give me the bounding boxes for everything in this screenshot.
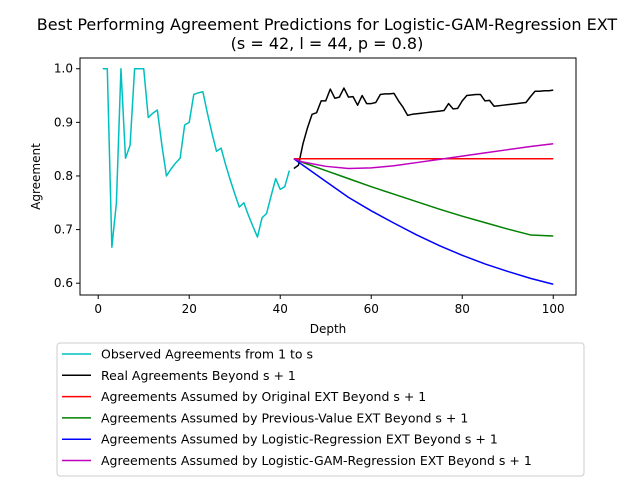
series-line-6 <box>293 143 554 170</box>
legend-entry-3: Agreements Assumed by Original EXT Beyon… <box>101 389 426 404</box>
series-line-2 <box>293 87 554 170</box>
legend-entry-4: Agreements Assumed by Previous-Value EXT… <box>101 410 468 425</box>
y-tick-label: 1.0 <box>54 62 73 76</box>
x-tick-label: 20 <box>182 302 197 316</box>
y-tick-label: 0.8 <box>54 169 73 183</box>
series-line-4 <box>293 158 554 237</box>
y-axis-label: Agreement <box>29 143 43 210</box>
chart-subtitle: (s = 42, l = 44, p = 0.8) <box>231 34 424 53</box>
legend-entry-2: Real Agreements Beyond s + 1 <box>101 368 296 383</box>
legend-entry-6: Agreements Assumed by Logistic-GAM-Regre… <box>101 453 532 468</box>
series-line-1 <box>102 67 291 249</box>
y-tick-label: 0.9 <box>54 115 73 129</box>
axis-ticks: 0 20 40 60 80 100 0.6 0.7 0.8 0.9 1.0 <box>54 62 565 316</box>
plot-frame <box>79 57 577 296</box>
chart-legend: Observed Agreements from 1 to s Real Agre… <box>56 342 585 477</box>
series-line-5 <box>293 158 554 286</box>
x-tick-label: 100 <box>542 302 565 316</box>
x-tick-label: 80 <box>455 302 470 316</box>
y-tick-label: 0.6 <box>54 276 73 290</box>
x-tick-label: 40 <box>273 302 288 316</box>
x-tick-label: 60 <box>364 302 379 316</box>
legend-entry-1: Observed Agreements from 1 to s <box>101 347 313 362</box>
x-tick-label: 0 <box>94 302 102 316</box>
x-axis-label: Depth <box>310 322 347 336</box>
legend-box <box>56 342 585 477</box>
legend-entry-5: Agreements Assumed by Logistic-Regressio… <box>101 432 498 447</box>
plot-area <box>102 67 554 286</box>
y-tick-label: 0.7 <box>54 223 73 237</box>
chart-title: Best Performing Agreement Predictions fo… <box>37 15 618 34</box>
